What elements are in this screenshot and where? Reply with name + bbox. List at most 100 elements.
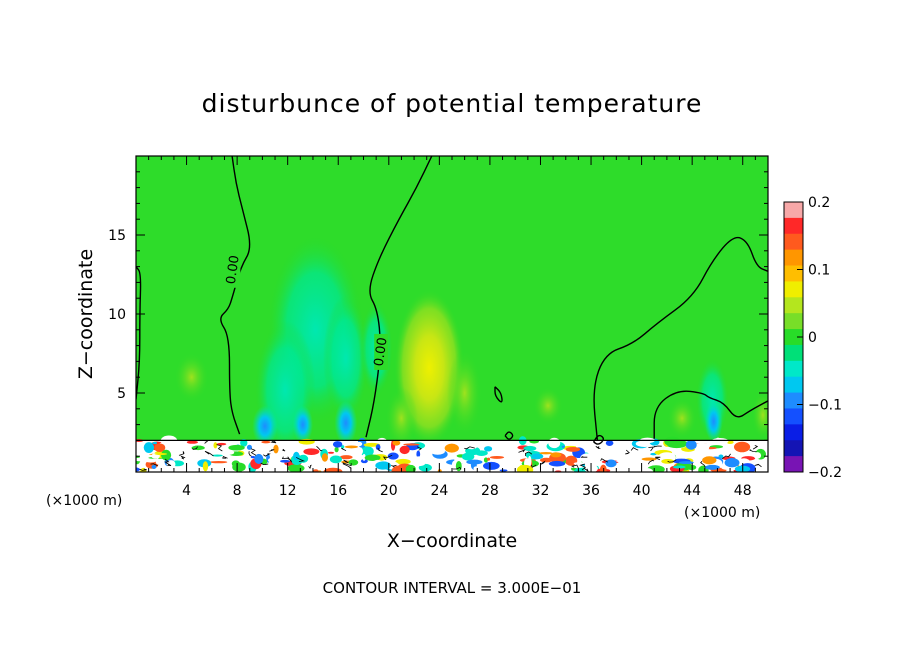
x-tick-label: 4 xyxy=(182,483,191,499)
boundary-cell xyxy=(623,451,641,461)
boundary-cell xyxy=(500,441,518,451)
contour-label: 0.00 xyxy=(372,337,391,368)
boundary-cell xyxy=(548,460,566,467)
boundary-cell xyxy=(418,463,432,472)
boundary-cell xyxy=(323,467,343,472)
boundary-cell xyxy=(461,452,475,461)
boundary-contours xyxy=(139,440,762,472)
boundary-cell xyxy=(405,464,416,472)
boundary-cell xyxy=(527,455,532,467)
colorbar-segment xyxy=(784,233,803,251)
boundary-cell xyxy=(696,460,700,467)
boundary-cell xyxy=(360,458,368,464)
colorbar-segment xyxy=(784,297,803,314)
field-feature xyxy=(334,400,358,446)
boundary-cell xyxy=(154,443,166,453)
colorbar-segment xyxy=(784,329,803,346)
colorbar-segment xyxy=(784,456,803,473)
boundary-cell xyxy=(261,440,271,444)
y-tick-label: 10 xyxy=(108,307,126,323)
chart-title: disturbunce of potential temperature xyxy=(202,89,703,118)
boundary-cell xyxy=(570,465,584,469)
boundary-cell xyxy=(548,437,561,449)
field-feature xyxy=(532,386,564,425)
boundary-cell xyxy=(443,464,457,472)
boundary-cell xyxy=(213,442,218,449)
boundary-cell xyxy=(705,464,720,470)
boundary-cell xyxy=(143,442,155,453)
contour-line-zero xyxy=(653,390,768,439)
boundary-cell xyxy=(250,456,256,459)
boundary-cell xyxy=(267,457,281,464)
boundary-cell xyxy=(161,449,172,461)
contour-line-zero xyxy=(136,266,142,400)
boundary-cell xyxy=(209,460,228,464)
contour-line-zero xyxy=(593,434,605,445)
boundary-cell xyxy=(694,442,710,453)
boundary-cell xyxy=(189,457,199,464)
boundary-cell xyxy=(580,453,594,464)
x-tick-label: 16 xyxy=(329,483,347,499)
boundary-cell xyxy=(391,465,408,472)
boundary-cell xyxy=(686,464,697,470)
boundary-cell xyxy=(550,452,562,458)
boundary-cell xyxy=(403,443,420,446)
boundary-cell xyxy=(348,459,359,466)
boundary-cell xyxy=(155,458,160,465)
x-unit-left: (×1000 m) xyxy=(46,493,122,509)
field-feature xyxy=(252,405,278,447)
x-tick-label: 24 xyxy=(430,483,448,499)
x-tick-label: 20 xyxy=(380,483,398,499)
contour-line-zero xyxy=(494,386,503,403)
colorbar-segment xyxy=(784,249,803,266)
boundary-cell xyxy=(412,456,426,460)
boundary-cell xyxy=(360,446,374,457)
boundary-cell xyxy=(298,438,315,445)
x-axis: 4 8 12 16 20 24 28 32 36 40 44 48 xyxy=(148,156,756,499)
boundary-cell xyxy=(188,449,207,458)
boundary-cell xyxy=(726,440,734,445)
boundary-cell xyxy=(506,453,517,461)
field-feature xyxy=(666,397,698,439)
boundary-cell xyxy=(392,440,401,446)
x-tick-label: 28 xyxy=(481,483,499,499)
boundary-cell xyxy=(356,447,363,456)
boundary-cell xyxy=(356,441,363,447)
boundary-cell xyxy=(486,457,491,461)
colorbar-segment xyxy=(784,344,803,362)
boundary-cell xyxy=(375,444,381,451)
boundary-cell xyxy=(362,453,366,461)
boundary-cell xyxy=(344,445,359,449)
boundary-cell xyxy=(298,454,309,463)
contour-label-bg xyxy=(374,333,389,370)
boundary-cell xyxy=(430,448,445,455)
colorbar-segment xyxy=(784,217,803,235)
boundary-cell xyxy=(539,451,553,455)
boundary-cell xyxy=(516,464,534,472)
boundary-cell xyxy=(616,445,627,456)
boundary-cell xyxy=(484,446,493,452)
boundary-cell xyxy=(672,465,686,469)
boundary-cell xyxy=(565,446,581,452)
colorbar-tick-label: −0.2 xyxy=(808,465,842,481)
contour-line-zero xyxy=(220,156,251,435)
contour-label-bg xyxy=(226,251,241,288)
colorbar-tick-label: −0.1 xyxy=(808,398,842,414)
boundary-cell xyxy=(332,441,343,448)
boundary-cell xyxy=(561,445,565,448)
boundary-cell xyxy=(438,446,442,449)
contour-line-zero xyxy=(504,431,514,440)
colorbar-segment xyxy=(784,313,803,330)
y-tick-label: 15 xyxy=(108,228,126,244)
boundary-cell xyxy=(637,464,641,469)
boundary-cell xyxy=(586,450,604,453)
colorbar-segment xyxy=(784,424,803,441)
boundary-cell xyxy=(231,460,240,468)
colorbar-segment xyxy=(784,408,803,425)
field-feature xyxy=(704,400,723,442)
x-tick-label: 40 xyxy=(633,483,651,499)
colorbar-segment xyxy=(784,440,803,457)
boundary-cell xyxy=(136,467,140,472)
contour-interval-note: CONTOUR INTERVAL = 3.000E−01 xyxy=(323,579,582,597)
